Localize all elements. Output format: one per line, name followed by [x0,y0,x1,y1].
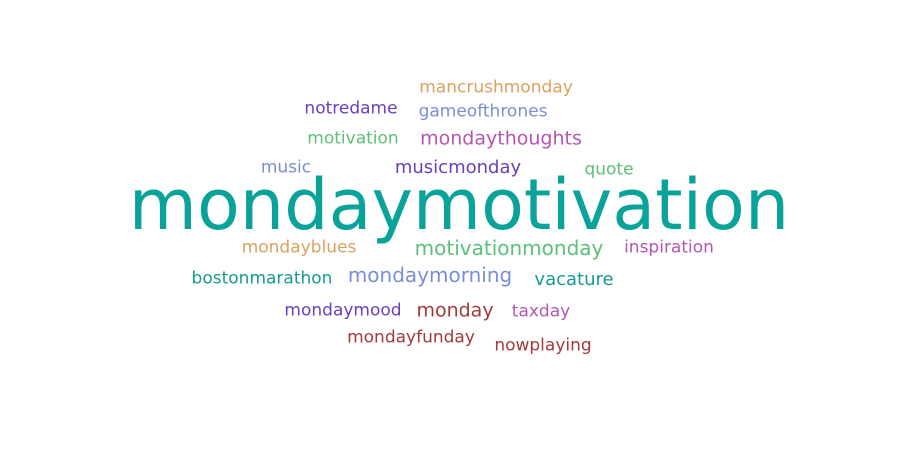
word-monday: monday [416,299,494,322]
word-nowplaying: nowplaying [494,335,592,356]
word-bostonmarathon: bostonmarathon [191,268,333,289]
word-inspiration: inspiration [624,237,714,258]
word-mondaythoughts: mondaythoughts [420,127,582,150]
word-mondayblues: mondayblues [241,237,357,258]
word-mondayfunday: mondayfunday [347,327,475,348]
word-mondaymotivation: mondaymotivation [128,164,790,246]
word-taxday: taxday [511,301,571,322]
word-gameofthrones: gameofthrones [418,101,548,122]
word-vacature: vacature [534,269,614,290]
word-notredame: notredame [304,98,398,119]
word-motivationmonday: motivationmonday [414,236,604,260]
word-mondaymorning: mondaymorning [347,263,513,287]
word-mancrushmonday: mancrushmonday [419,77,573,98]
word-mondaymood: mondaymood [284,300,402,321]
word-musicmonday: musicmonday [394,157,522,178]
word-music: music [260,157,312,178]
word-quote: quote [584,159,634,180]
word-motivation: motivation [307,128,399,149]
